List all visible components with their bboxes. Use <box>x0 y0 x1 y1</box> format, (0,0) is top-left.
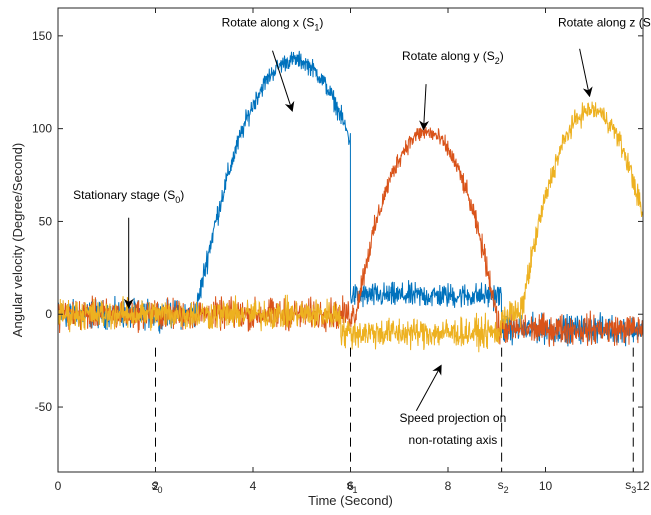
y-tick-label-3: 100 <box>32 122 52 136</box>
y-tick-label-4: 150 <box>32 29 52 43</box>
annotations: Rotate along x (S1) Rotate along y (S2) Ro… <box>73 16 651 448</box>
annotation-arrow-0 <box>272 50 295 112</box>
annotation-3: Stationary stage (S0) <box>73 188 184 205</box>
y-tick-label-1: 0 <box>45 307 52 321</box>
series-line-3 <box>57 101 644 353</box>
annotation-arrow-2 <box>579 48 593 98</box>
stage-label-1: s1 <box>347 478 358 495</box>
x-tick-label-3: 6 <box>347 479 354 493</box>
axes: 0 2 4 6 8 10 12 -50 0 50 100 150 <box>32 7 650 493</box>
y-axis-label: Angular velocity (Degree/Second) <box>10 143 25 337</box>
annotation-4: Speed projection on <box>400 411 507 425</box>
annotation-1: Rotate along y (S2) <box>402 49 504 66</box>
x-tick-label-2: 4 <box>250 479 257 493</box>
annotation-5: non-rotating axis <box>409 433 498 447</box>
stage-label-2: s2 <box>498 478 509 495</box>
stage-lines: s0 s1 s2 s3 <box>152 347 636 495</box>
x-tick-label-4: 8 <box>445 479 452 493</box>
x-tick-label-6: 12 <box>636 479 650 493</box>
annotation-0: Rotate along x (S1) <box>222 16 324 33</box>
x-tick-label-0: 0 <box>55 479 62 493</box>
series-layer <box>57 50 644 353</box>
stage-label-0: s0 <box>152 478 163 495</box>
y-tick-label-0: -50 <box>35 400 53 414</box>
annotation-arrow-1 <box>419 84 430 131</box>
annotation-2: Rotate along z (S3) <box>558 16 651 33</box>
stage-label-3: s3 <box>625 478 636 495</box>
x-axis-label: Time (Second) <box>308 493 393 508</box>
x-tick-label-1: 2 <box>152 479 159 493</box>
y-tick-label-2: 50 <box>39 214 53 228</box>
annotation-arrow-4 <box>415 364 442 411</box>
x-tick-label-5: 10 <box>539 479 553 493</box>
